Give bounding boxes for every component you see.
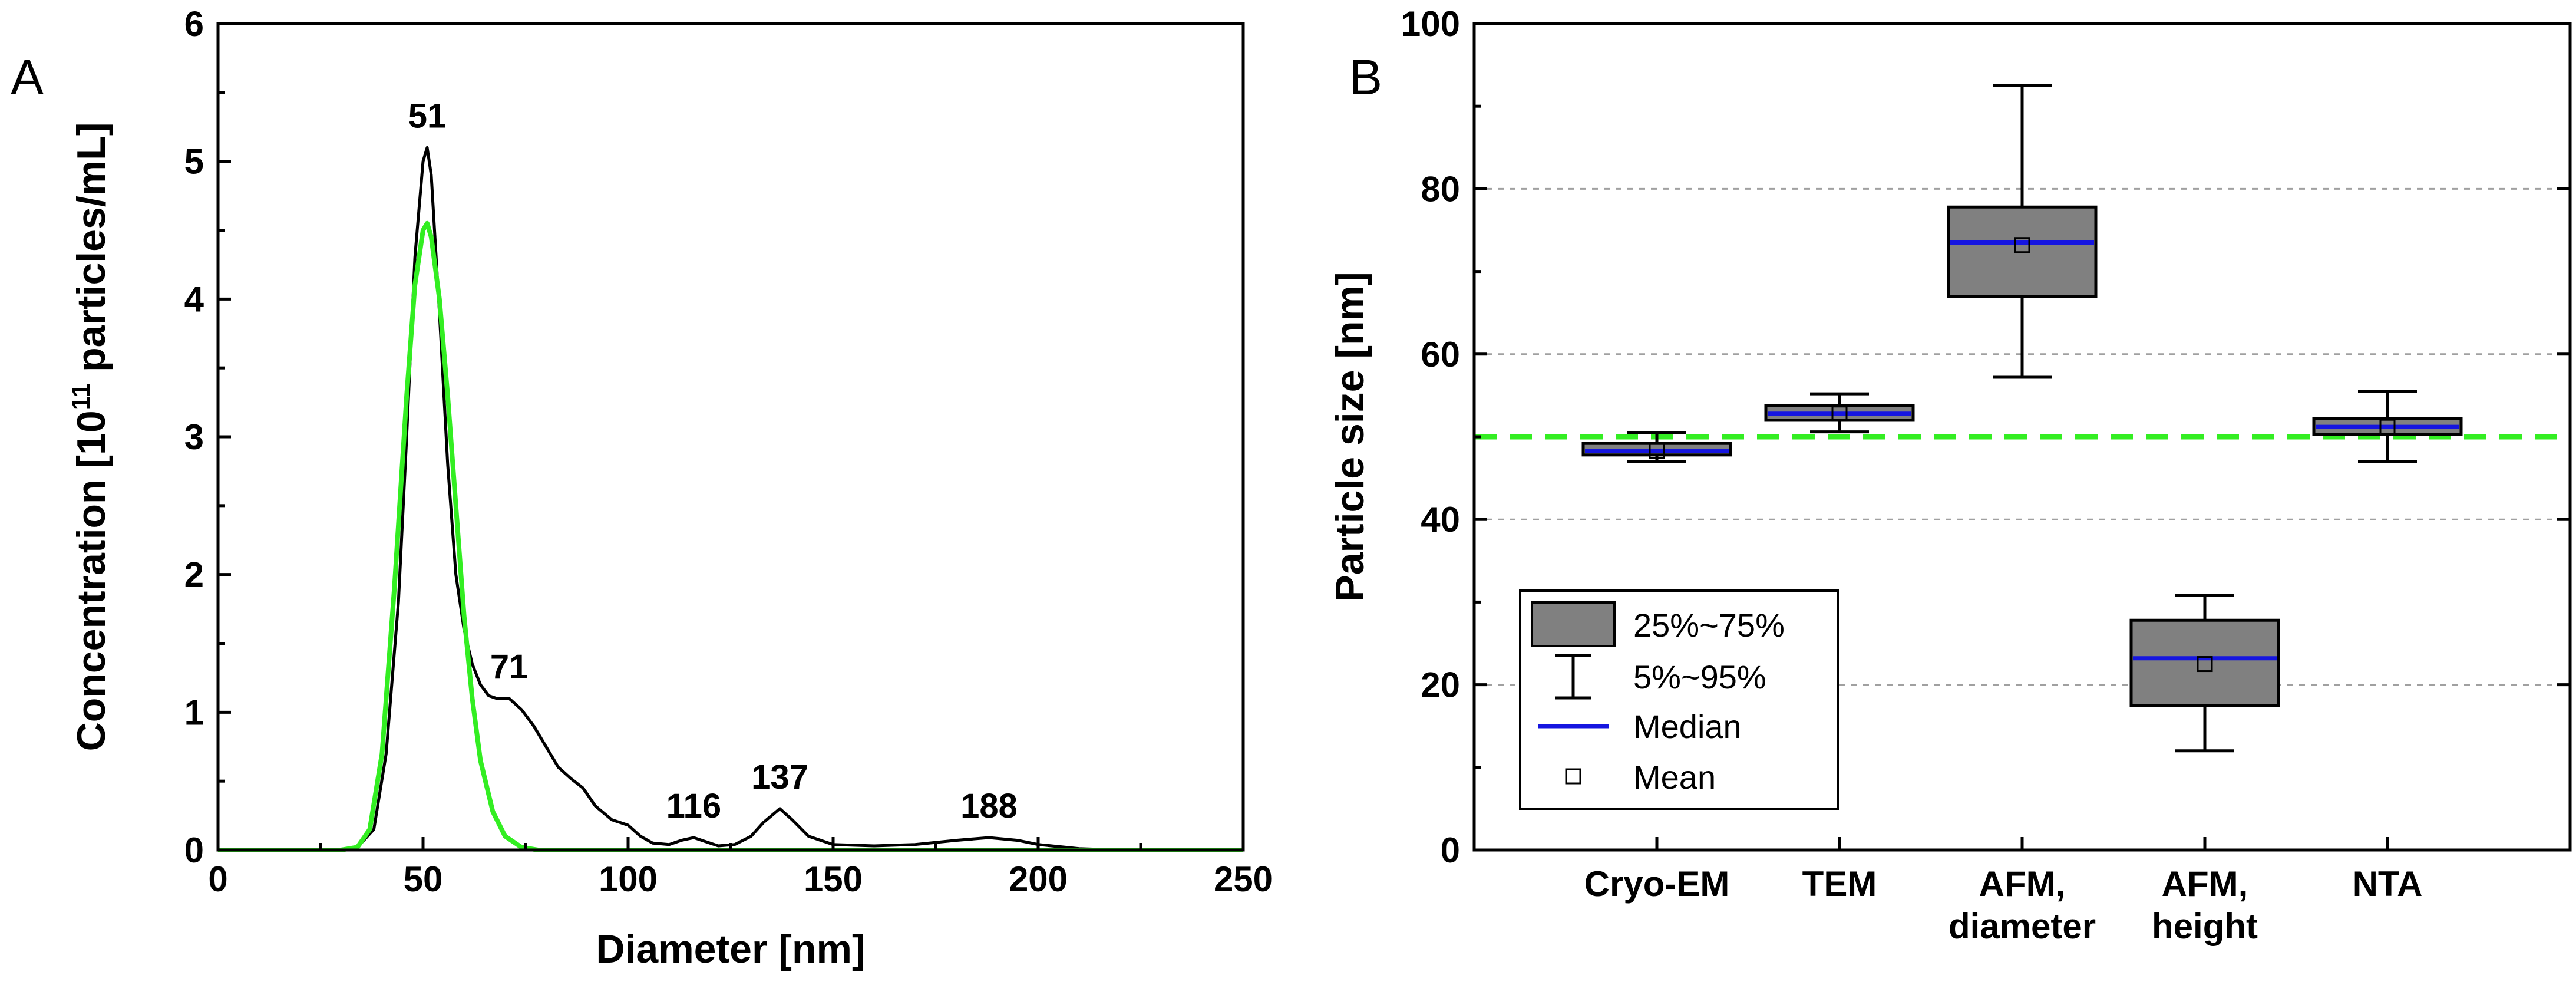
panel-a-series: [218, 146, 1243, 852]
box-iqr: [2129, 618, 2280, 707]
panel-b-category-label: Cryo-EM: [1584, 864, 1730, 904]
panel-a-series-line-1: [218, 146, 1243, 852]
panel-a-y-tick-label: 5: [184, 142, 204, 182]
panel-a-x-tick-label: 150: [804, 859, 863, 899]
panel-a-series-line-2: [218, 220, 1243, 852]
panel-b-category-label: TEM: [1802, 864, 1877, 904]
panel-a-y-ticks: 0 1 2 3 4 5 6: [184, 4, 231, 870]
panel-b-box-2: [1764, 392, 1915, 434]
panel-a-x-axis-title: Diameter [nm]: [596, 927, 865, 971]
legend-mean-swatch: [1565, 768, 1581, 785]
panel-b-y-tick-label: 20: [1421, 665, 1460, 705]
legend-label-box: 25%~75%: [1633, 607, 1785, 644]
panel-b-y-tick-label: 100: [1401, 4, 1460, 44]
panel-a-y-tick-label: 1: [184, 693, 204, 732]
panel-a-letter: A: [11, 50, 44, 105]
panel-a-annotations: 51 71 116 137 188: [408, 97, 1018, 825]
box-mean-marker: [1649, 443, 1665, 459]
panel-a-x-tick-label: 0: [208, 859, 227, 899]
panel-a-y-tick-label: 4: [184, 279, 204, 319]
panel-b-category-label: NTA: [2353, 864, 2423, 904]
panel-b-y-ticks: 0 20 40 60 80 100: [1401, 4, 2570, 870]
panel-a-y-title-superscript: 11: [67, 383, 95, 411]
panel-a-peak-label: 71: [490, 648, 529, 686]
panel-b-box-1: [1581, 431, 1732, 463]
panel-b-box-5: [2312, 390, 2463, 463]
panel-b-category-label: diameter: [1948, 907, 2096, 946]
panel-a-peak-label: 137: [751, 758, 808, 796]
panel-b-y-tick-label: 80: [1421, 169, 1460, 209]
box-mean-marker: [1831, 406, 1848, 422]
panel-a-y-axis-title: Concentration [1011 particles/mL]: [67, 123, 114, 752]
box-mean-marker: [2197, 656, 2213, 673]
panel-b-y-tick-label: 0: [1441, 831, 1460, 870]
legend-whisker-swatch: [1555, 654, 1591, 700]
panel-b-category-label: height: [2152, 907, 2258, 946]
panel-a-y-tick-label: 3: [184, 417, 204, 457]
panel-a-y-title-unit: particles/mL]: [69, 123, 114, 383]
box-mean-marker: [2014, 237, 2030, 253]
panel-b-y-tick-label: 40: [1421, 500, 1460, 539]
panel-a-x-tick-label: 50: [404, 859, 443, 899]
panel-a-y-tick-label: 0: [184, 831, 204, 870]
panel-a-y-tick-label: 6: [184, 4, 204, 44]
panel-a-x-ticks: 0 50 100 150 200 250: [208, 837, 1273, 899]
panel-b-boxes: [1581, 84, 2463, 753]
legend-box-swatch: [1531, 601, 1616, 647]
panel-b-letter: B: [1349, 50, 1382, 105]
panel-b-box-4: [2129, 594, 2280, 753]
panel-a-x-tick-label: 200: [1009, 859, 1068, 899]
panel-b-legend: 25%~75% 5%~95% Median Mean: [1519, 589, 1839, 810]
panel-a-peak-label: 188: [960, 787, 1018, 825]
legend-label-mean: Mean: [1633, 759, 1716, 796]
panel-b-y-tick-label: 60: [1421, 335, 1460, 374]
panel-b-category-label: AFM,: [2162, 864, 2248, 904]
box-mean-marker: [2379, 419, 2396, 435]
panel-a-x-tick-label: 100: [599, 859, 658, 899]
panel-a-plot-frame: [216, 22, 1245, 852]
panel-b-y-axis-title: Particle size [nm]: [1327, 272, 1372, 601]
panel-a-peak-label: 116: [666, 787, 722, 825]
legend-label-whisker: 5%~95%: [1633, 658, 1766, 696]
panel-b-category-label: AFM,: [1979, 864, 2066, 904]
panel-a-y-tick-label: 2: [184, 555, 204, 595]
panel-a-y-title-main: Concentration [10: [69, 410, 114, 751]
panel-b-box-3: [1947, 84, 2098, 379]
panel-a-x-tick-label: 250: [1214, 859, 1273, 899]
legend-label-median: Median: [1633, 708, 1742, 745]
panel-a-peak-label: 51: [408, 97, 447, 135]
